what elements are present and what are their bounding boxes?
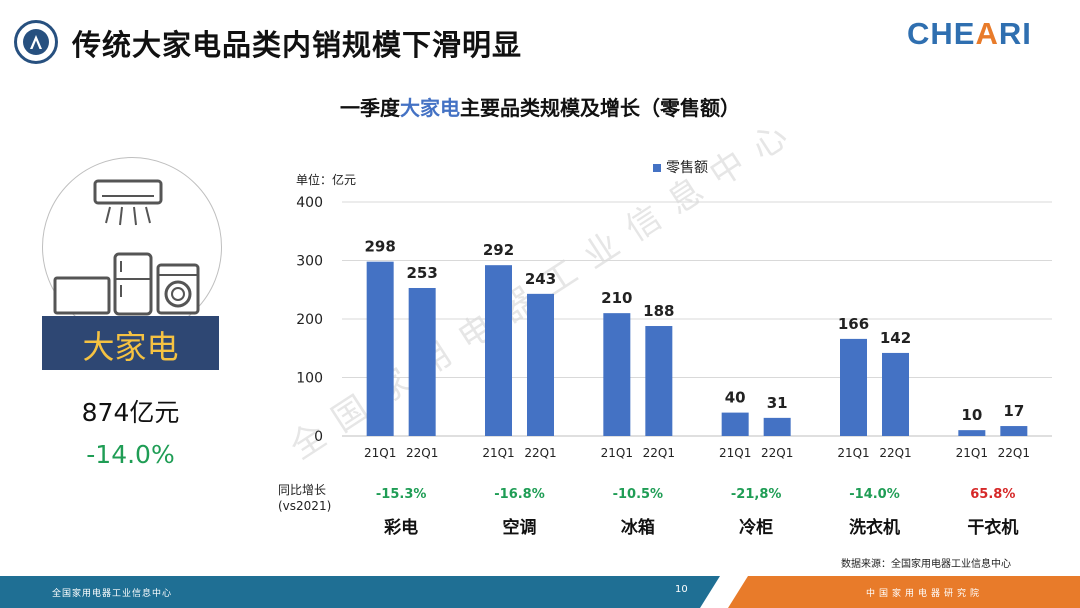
x-tick-label: 21Q1	[956, 446, 988, 460]
bar	[763, 417, 791, 436]
data-label: 210	[601, 289, 632, 307]
bar	[603, 313, 631, 436]
category-label: 大家电	[82, 328, 179, 366]
unit-label: 单位：亿元	[296, 173, 357, 187]
y-tick-label: 100	[296, 371, 323, 387]
y-tick-label: 200	[296, 312, 323, 328]
growth-row-label: 同比增长 (vs2021)	[278, 482, 331, 514]
page-title: 传统大家电品类内销规模下滑明显	[72, 28, 523, 62]
category-label: 冰箱	[621, 517, 655, 538]
data-label: 243	[525, 270, 556, 288]
category-total: 874亿元	[81, 398, 180, 427]
category-label: 干衣机	[967, 517, 1018, 538]
data-label: 188	[643, 302, 674, 320]
x-tick-label: 22Q1	[761, 446, 793, 460]
footer-institute: 中国家用电器研究院	[866, 589, 984, 599]
data-label: 40	[725, 389, 746, 407]
x-tick-label: 21Q1	[482, 446, 514, 460]
institute-logo	[14, 20, 58, 64]
x-tick-label: 22Q1	[998, 446, 1030, 460]
bar	[408, 287, 436, 436]
growth-row-label-line1: 同比增长	[278, 483, 327, 497]
bar	[1000, 426, 1028, 436]
refrigerator-icon	[113, 252, 153, 316]
x-tick-label: 21Q1	[601, 446, 633, 460]
data-label: 17	[1003, 402, 1024, 420]
growth-value: -15.3%	[376, 487, 427, 502]
growth-value: -16.8%	[494, 487, 545, 502]
bar	[958, 430, 986, 436]
footer-org: 全国家用电器工业信息中心	[52, 589, 173, 599]
bar	[527, 293, 554, 436]
category-label: 彩电	[383, 517, 418, 538]
data-label: 253	[407, 264, 438, 282]
data-label: 166	[838, 315, 869, 333]
washing-machine-icon	[156, 263, 200, 315]
chart-legend: 零售额	[653, 157, 708, 177]
growth-value: -14.0%	[849, 487, 900, 502]
data-label: 292	[483, 241, 514, 259]
data-label: 31	[767, 394, 788, 412]
bar	[366, 261, 394, 436]
y-tick-label: 0	[314, 429, 323, 445]
x-tick-label: 22Q1	[879, 446, 911, 460]
x-tick-label: 22Q1	[524, 446, 556, 460]
footer-bar	[0, 576, 1080, 608]
bar	[485, 265, 512, 436]
x-tick-label: 21Q1	[837, 446, 869, 460]
category-growth: -14.0%	[86, 440, 175, 469]
bar	[645, 326, 673, 436]
growth-value: -10.5%	[613, 487, 664, 502]
page-number: 10	[675, 584, 688, 595]
legend-label: 零售额	[666, 160, 708, 176]
category-banner	[42, 316, 219, 370]
data-label: 10	[961, 406, 982, 424]
category-label: 洗衣机	[849, 517, 900, 538]
x-tick-label: 22Q1	[643, 446, 675, 460]
data-label: 142	[880, 329, 911, 347]
chart-subtitle: 一季度大家电主要品类规模及增长（零售额）	[0, 92, 1080, 121]
x-tick-label: 22Q1	[406, 446, 438, 460]
bar	[721, 412, 749, 436]
category-label: 冷柜	[739, 517, 773, 538]
legend-swatch	[653, 164, 661, 172]
growth-value: 65.8%	[970, 487, 1015, 502]
category-label: 空调	[503, 517, 537, 538]
subtitle-prefix: 一季度	[340, 96, 400, 120]
appliance-illustration	[53, 179, 200, 320]
data-source: 数据来源：全国家用电器工业信息中心	[841, 559, 1011, 570]
bar	[882, 352, 909, 436]
y-tick-label: 400	[296, 195, 323, 211]
growth-value: -21,8%	[731, 487, 782, 502]
subtitle-highlight: 大家电	[400, 96, 460, 120]
subtitle-suffix: 主要品类规模及增长（零售额）	[460, 96, 740, 120]
x-tick-label: 21Q1	[364, 446, 396, 460]
bar	[840, 338, 867, 436]
brand-logo: CHEARI	[907, 16, 1032, 51]
data-label: 298	[365, 238, 396, 256]
y-tick-label: 300	[296, 254, 323, 270]
air-conditioner-icon	[93, 179, 163, 226]
x-tick-label: 21Q1	[719, 446, 751, 460]
growth-row-label-line2: (vs2021)	[278, 499, 332, 513]
